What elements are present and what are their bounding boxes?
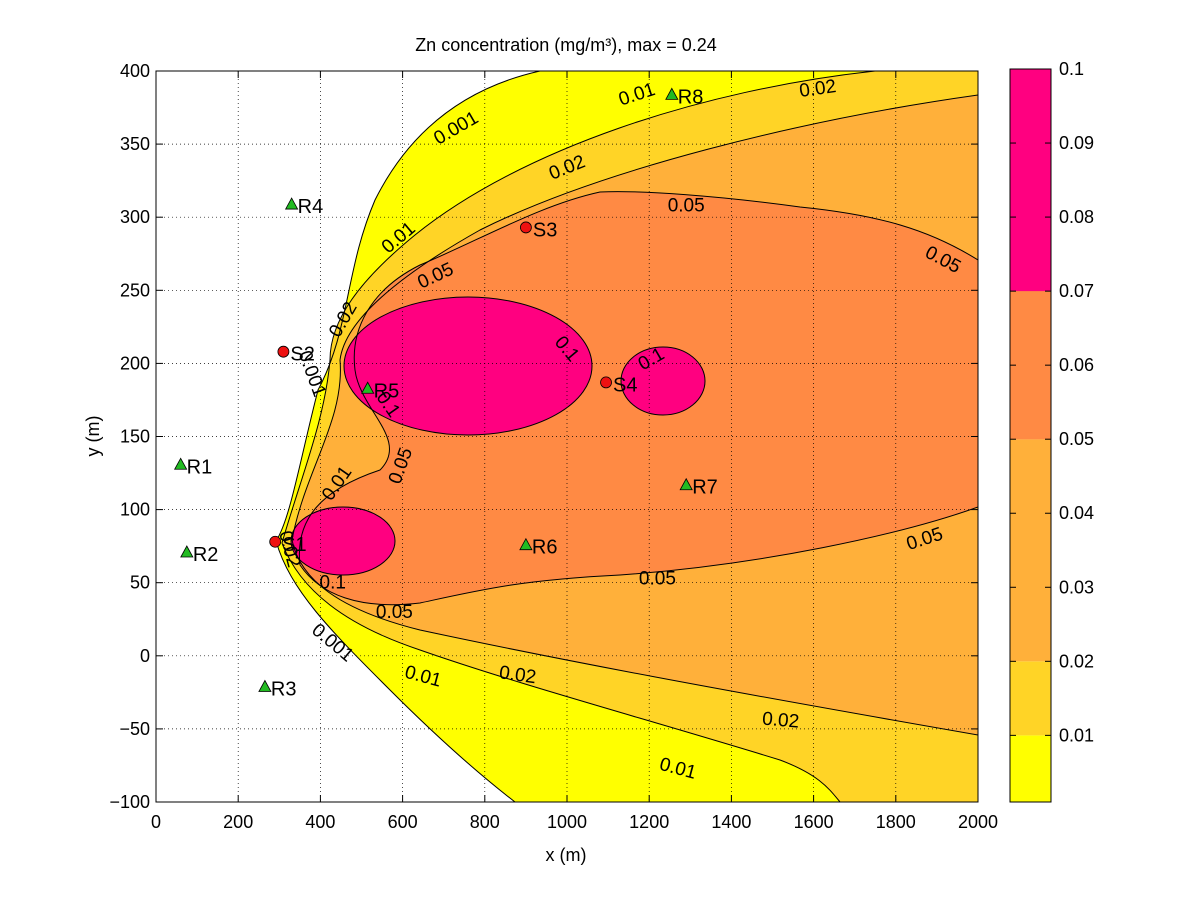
contour-line-0.1-core <box>343 296 593 436</box>
source-label: S1 <box>282 534 306 556</box>
y-tick-label: 50 <box>130 573 150 593</box>
y-tick-label: 350 <box>120 134 150 154</box>
contour-line-0.001 <box>275 71 541 802</box>
contour-fills <box>156 71 978 802</box>
source-label: S3 <box>533 219 557 241</box>
x-tick-label: 1600 <box>794 812 834 832</box>
x-tick-label: 200 <box>223 812 253 832</box>
colorbar-tick-label: 0.03 <box>1059 577 1094 597</box>
x-tick-label: 1400 <box>711 812 751 832</box>
contour-fill-0.1-south <box>291 507 395 575</box>
contour-label: 0.05 <box>668 196 705 217</box>
y-tick-label: 0 <box>140 646 150 666</box>
markers: R1 R2 R3 R4 R5 R6 R7 R8 S1 S2 S3 S4 <box>173 86 718 701</box>
x-tick-label: 0 <box>151 812 161 832</box>
receptor-label: R1 <box>187 456 213 478</box>
contour-label: 0.05 <box>639 568 676 589</box>
receptor-marker <box>173 457 188 470</box>
contour-label: 0.02 <box>798 76 838 102</box>
colorbar-tick-label: 0.05 <box>1059 429 1094 449</box>
receptor-label: R6 <box>532 537 558 559</box>
y-tick-label: 400 <box>120 61 150 81</box>
receptor-label: R2 <box>193 544 219 566</box>
colorbar: 0.01 0.02 0.03 0.04 0.05 0.06 0.07 0.08 0.09 0.1 <box>1009 59 1094 803</box>
x-tick-label: 600 <box>388 812 418 832</box>
y-tick-label: −100 <box>109 792 150 812</box>
y-tick-label: 100 <box>120 500 150 520</box>
source-marker <box>269 535 282 548</box>
colorbar-tick-label: 0.07 <box>1059 281 1094 301</box>
x-tick-label: 800 <box>470 812 500 832</box>
receptor-label: R4 <box>298 196 324 218</box>
source-marker <box>600 376 612 389</box>
contour-label: 0.05 <box>376 602 413 623</box>
y-tick-label: 250 <box>120 280 150 300</box>
receptor-label: R8 <box>678 86 704 108</box>
contour-label: 0.02 <box>761 709 800 733</box>
colorbar-blocks <box>1010 69 1051 802</box>
colorbar-frame <box>1009 68 1052 803</box>
contour-line-0.02 <box>291 94 978 736</box>
receptor-label: R5 <box>374 380 400 402</box>
contour-label: 0.1 <box>320 573 346 594</box>
receptor-marker <box>284 197 299 210</box>
y-tick-label: 200 <box>120 353 150 373</box>
axis-ticks: 0 200 400 600 800 1000 1200 1400 1600 1800 2000−10… <box>109 61 998 832</box>
contour-line-0.05 <box>298 191 978 606</box>
receptor-label: R3 <box>271 679 297 701</box>
x-tick-label: 1200 <box>629 812 669 832</box>
receptor-label: R7 <box>692 477 718 499</box>
colorbar-band <box>1010 439 1051 662</box>
y-tick-label: 150 <box>120 427 150 447</box>
colorbar-band <box>1010 69 1051 292</box>
y-axis-label: y (m) <box>83 416 103 457</box>
source-label: S4 <box>613 374 637 396</box>
source-label: S2 <box>290 344 314 366</box>
receptor-marker <box>519 537 533 551</box>
source-marker <box>277 345 290 358</box>
chart-title: Zn concentration (mg/m³), max = 0.24 <box>415 35 717 55</box>
colorbar-tick-label: 0.02 <box>1059 651 1094 671</box>
colorbar-tick-label: 0.09 <box>1059 133 1094 153</box>
receptor-marker <box>665 87 679 100</box>
colorbar-tick-label: 0.1 <box>1059 59 1084 79</box>
colorbar-tick-label: 0.01 <box>1059 725 1094 745</box>
x-tick-label: 1800 <box>876 812 916 832</box>
colorbar-tick-label: 0.04 <box>1059 503 1094 523</box>
colorbar-tick-label: 0.08 <box>1059 207 1094 227</box>
contour-fill-0.1-east <box>621 347 705 415</box>
x-axis-label: x (m) <box>546 845 587 865</box>
colorbar-tick-label: 0.06 <box>1059 355 1094 375</box>
source-marker <box>520 221 532 234</box>
y-tick-label: 300 <box>120 207 150 227</box>
y-tick-label: −50 <box>119 719 150 739</box>
colorbar-band <box>1010 661 1051 736</box>
receptor-marker <box>180 545 194 558</box>
colorbar-ticks: 0.01 0.02 0.03 0.04 0.05 0.06 0.07 0.08 0.09 0.1 <box>1010 59 1094 745</box>
contour-fill-0.1-core <box>344 297 592 435</box>
contour-line-0.1-east <box>620 346 706 416</box>
receptor-marker <box>258 679 272 692</box>
colorbar-band <box>1010 735 1051 802</box>
x-tick-label: 1000 <box>547 812 587 832</box>
x-tick-label: 2000 <box>958 812 998 832</box>
receptor-marker <box>679 477 693 491</box>
grid <box>156 71 978 802</box>
x-tick-label: 400 <box>305 812 335 832</box>
contour-line-0.1-south <box>290 506 396 576</box>
contour-label: 0.02 <box>498 662 538 688</box>
receptor-marker <box>360 381 375 394</box>
